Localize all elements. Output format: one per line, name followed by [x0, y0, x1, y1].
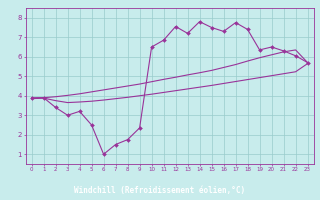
Text: Windchill (Refroidissement éolien,°C): Windchill (Refroidissement éolien,°C) — [75, 186, 245, 196]
